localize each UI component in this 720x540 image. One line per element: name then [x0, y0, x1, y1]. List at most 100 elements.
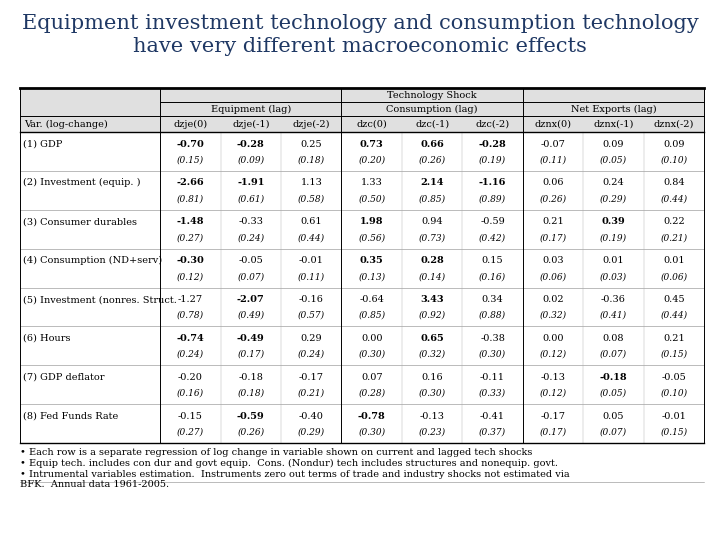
- Text: (3) Consumer durables: (3) Consumer durables: [23, 217, 137, 226]
- Text: 0.39: 0.39: [601, 217, 625, 226]
- Text: -0.49: -0.49: [237, 334, 265, 343]
- Text: (0.50): (0.50): [358, 194, 385, 204]
- Text: -0.59: -0.59: [237, 411, 265, 421]
- Text: (0.11): (0.11): [297, 272, 325, 281]
- Text: (0.30): (0.30): [418, 389, 446, 398]
- Text: 0.16: 0.16: [421, 373, 443, 382]
- Bar: [20, 102, 704, 116]
- Text: -0.18: -0.18: [238, 373, 264, 382]
- Text: 0.08: 0.08: [603, 334, 624, 343]
- Text: dznx(-1): dznx(-1): [593, 119, 634, 129]
- Text: (0.32): (0.32): [418, 350, 446, 359]
- Text: -0.17: -0.17: [299, 373, 324, 382]
- Text: (0.29): (0.29): [297, 428, 325, 437]
- Text: (0.23): (0.23): [418, 428, 446, 437]
- Text: (0.30): (0.30): [358, 428, 385, 437]
- Text: (0.17): (0.17): [238, 350, 264, 359]
- Text: (0.09): (0.09): [238, 156, 264, 165]
- Text: (7) GDP deflator: (7) GDP deflator: [23, 373, 104, 382]
- Text: (0.03): (0.03): [600, 272, 627, 281]
- Text: (0.57): (0.57): [297, 311, 325, 320]
- Text: -0.16: -0.16: [299, 295, 324, 304]
- Text: dzc(-1): dzc(-1): [415, 119, 449, 129]
- Text: -0.74: -0.74: [176, 334, 204, 343]
- Text: (0.44): (0.44): [297, 233, 325, 242]
- Text: 0.35: 0.35: [360, 256, 384, 265]
- Text: -0.40: -0.40: [299, 411, 324, 421]
- Text: -1.91: -1.91: [237, 178, 264, 187]
- Text: dzc(0): dzc(0): [356, 119, 387, 129]
- Text: (0.06): (0.06): [539, 272, 567, 281]
- Text: (0.61): (0.61): [238, 194, 264, 204]
- Text: 0.01: 0.01: [663, 256, 685, 265]
- Text: (0.44): (0.44): [660, 311, 688, 320]
- Text: 0.65: 0.65: [420, 334, 444, 343]
- Text: -0.78: -0.78: [358, 411, 386, 421]
- Text: (0.81): (0.81): [177, 194, 204, 204]
- Text: 0.66: 0.66: [420, 139, 444, 148]
- Text: (0.15): (0.15): [177, 156, 204, 165]
- Text: 0.34: 0.34: [482, 295, 503, 304]
- Text: (0.73): (0.73): [418, 233, 446, 242]
- Text: -0.18: -0.18: [600, 373, 627, 382]
- Text: 1.33: 1.33: [361, 178, 382, 187]
- Text: 0.01: 0.01: [603, 256, 624, 265]
- Text: (0.26): (0.26): [418, 156, 446, 165]
- Text: -0.15: -0.15: [178, 411, 203, 421]
- Bar: [20, 171, 704, 210]
- Text: (1) GDP: (1) GDP: [23, 139, 63, 148]
- Text: -0.36: -0.36: [601, 295, 626, 304]
- Text: (0.17): (0.17): [539, 428, 567, 437]
- Text: -0.05: -0.05: [238, 256, 264, 265]
- Text: -0.30: -0.30: [176, 256, 204, 265]
- Text: (0.07): (0.07): [600, 350, 627, 359]
- Text: Var. (log-change): Var. (log-change): [24, 119, 108, 129]
- Text: (6) Hours: (6) Hours: [23, 334, 71, 343]
- Text: -0.59: -0.59: [480, 217, 505, 226]
- Text: 0.07: 0.07: [361, 373, 382, 382]
- Text: 0.00: 0.00: [542, 334, 564, 343]
- Text: 1.13: 1.13: [300, 178, 323, 187]
- Text: -0.28: -0.28: [479, 139, 506, 148]
- Text: (0.18): (0.18): [297, 156, 325, 165]
- Text: -0.13: -0.13: [541, 373, 565, 382]
- Text: (0.33): (0.33): [479, 389, 506, 398]
- Text: 0.03: 0.03: [542, 256, 564, 265]
- Text: 0.21: 0.21: [663, 334, 685, 343]
- Text: -1.16: -1.16: [479, 178, 506, 187]
- Text: -2.66: -2.66: [176, 178, 204, 187]
- Text: (0.56): (0.56): [358, 233, 385, 242]
- Bar: [20, 404, 704, 443]
- Text: (0.10): (0.10): [660, 156, 688, 165]
- Text: 0.61: 0.61: [300, 217, 322, 226]
- Text: (0.24): (0.24): [177, 350, 204, 359]
- Text: (0.92): (0.92): [418, 311, 446, 320]
- Text: (0.26): (0.26): [238, 428, 264, 437]
- Text: -0.17: -0.17: [541, 411, 565, 421]
- Text: Net Exports (lag): Net Exports (lag): [570, 104, 656, 113]
- Text: (0.27): (0.27): [177, 428, 204, 437]
- Text: (0.17): (0.17): [539, 233, 567, 242]
- Text: (8) Fed Funds Rate: (8) Fed Funds Rate: [23, 411, 118, 421]
- Text: (0.20): (0.20): [358, 156, 385, 165]
- Bar: [20, 210, 704, 248]
- Text: (0.44): (0.44): [660, 194, 688, 204]
- Bar: [20, 326, 704, 365]
- Text: (0.06): (0.06): [660, 272, 688, 281]
- Text: (0.21): (0.21): [297, 389, 325, 398]
- Text: 0.09: 0.09: [663, 139, 685, 148]
- Text: (0.07): (0.07): [600, 428, 627, 437]
- Text: -1.48: -1.48: [176, 217, 204, 226]
- Text: (0.24): (0.24): [238, 233, 264, 242]
- Text: -0.13: -0.13: [420, 411, 445, 421]
- Text: dzc(-2): dzc(-2): [475, 119, 510, 129]
- Text: (0.42): (0.42): [479, 233, 506, 242]
- Text: 0.09: 0.09: [603, 139, 624, 148]
- Bar: [20, 248, 704, 287]
- Text: 0.02: 0.02: [542, 295, 564, 304]
- Text: -0.01: -0.01: [299, 256, 324, 265]
- Text: 0.45: 0.45: [663, 295, 685, 304]
- Text: 0.73: 0.73: [360, 139, 384, 148]
- Text: -0.01: -0.01: [662, 411, 686, 421]
- Text: (0.10): (0.10): [660, 389, 688, 398]
